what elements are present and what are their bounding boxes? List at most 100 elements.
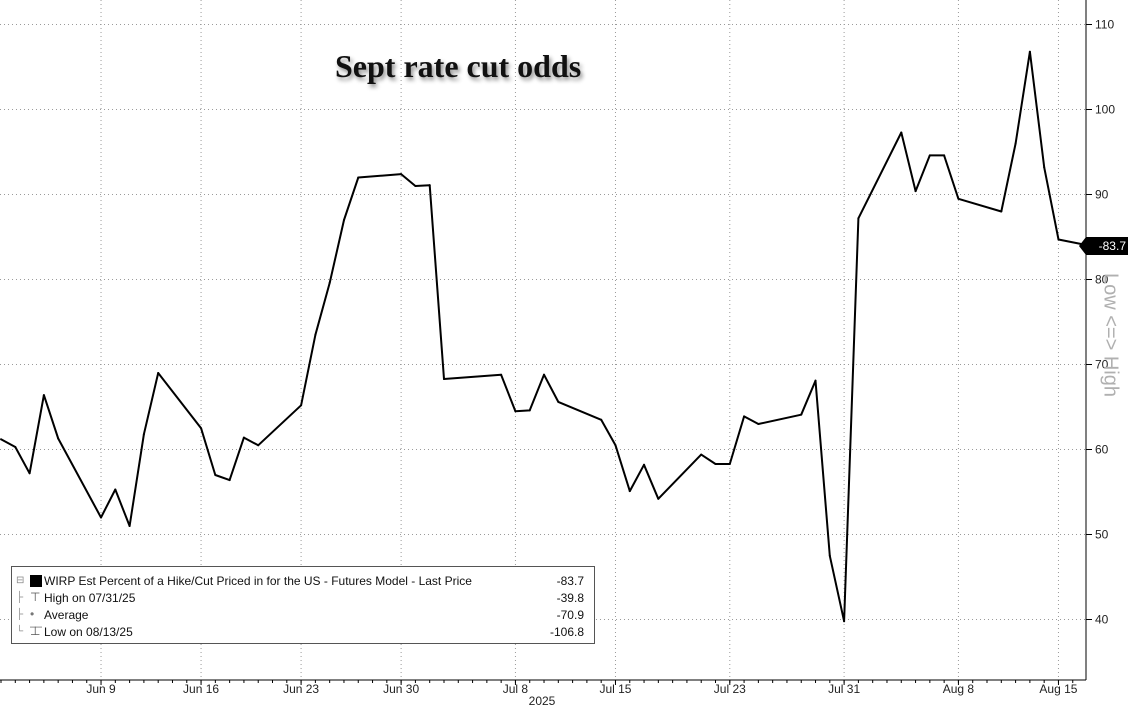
high-marker-icon: ⊤ [30,590,41,604]
x-tick-label: Jul 23 [714,682,746,696]
data-point [28,472,31,475]
legend-row-average: ├ •— Average -70.9 [12,607,594,633]
data-point [414,185,417,187]
tree-end-icon: └ [16,626,24,637]
data-point [557,400,560,403]
data-point [957,197,960,200]
legend-row-high: ├ ⊤ High on 07/31/25 -39.8 [12,591,594,607]
data-point [114,488,117,491]
data-point [57,437,60,440]
legend-low-value: -106.8 [549,625,584,639]
data-point [514,410,517,413]
x-tick-label: Jul 8 [503,682,529,696]
low-marker-icon: ⊥ [30,624,41,638]
x-tick-label: Jul 31 [828,682,860,696]
series-swatch-icon [30,575,42,587]
data-point [543,373,546,376]
data-point [228,479,231,482]
data-point [428,184,431,187]
data-point [614,444,617,447]
data-point [843,620,846,623]
data-point [214,474,217,476]
data-point [914,190,917,193]
data-point [528,409,531,412]
data-point [442,377,445,380]
y-tick-label: 40 [1095,613,1109,627]
data-point [42,394,45,397]
data-point [657,497,660,500]
data-point [100,516,103,519]
x-tick-label: Jul 15 [599,682,631,696]
data-point [600,418,603,421]
data-point [400,173,403,176]
last-value-tag: -83.7 [1079,237,1128,255]
x-axis-ticks: Jun 9 Jun 16 Jun 23 Jun 30 Jul 8 Jul 15 Jul 23… [0,680,1078,696]
legend-series-label: WIRP Est Percent of a Hike/Cut Priced in… [44,574,472,588]
average-marker-icon: •— [30,607,42,633]
y-tick-label: 80 [1095,273,1109,287]
data-point [14,445,17,448]
data-point [643,463,646,466]
chart-title: Sept rate cut odds [335,48,582,84]
data-point [300,404,303,407]
legend-series-value: -83.7 [556,574,584,588]
data-point [257,444,260,447]
y-tick-label: 90 [1095,188,1109,202]
x-tick-label: Aug 8 [943,682,975,696]
x-axis-year-label: 2025 [528,694,556,708]
x-tick-label: Aug 15 [1039,682,1077,696]
data-point [700,453,703,456]
legend-box: ⊟ WIRP Est Percent of a Hike/Cut Priced … [11,566,595,644]
y-axis-ticks: 40 50 60 70 80 90 100 110 [1086,18,1115,627]
data-point [314,333,317,336]
x-tick-label: Jun 9 [86,682,116,696]
data-point [1043,166,1046,169]
legend-high-label: High on 07/31/25 [44,591,136,605]
data-point [800,413,803,416]
data-point [157,372,160,374]
data-point [728,462,731,465]
y-tick-label: 70 [1095,358,1109,372]
data-point [857,217,860,220]
data-point [1028,50,1031,53]
data-point [0,438,2,441]
series-group [0,50,1103,623]
data-point [242,436,245,439]
data-point [714,462,717,465]
data-point [928,154,931,157]
x-tick-label: Jun 23 [283,682,319,696]
legend-row-low: └ ⊥ Low on 08/13/25 -106.8 [12,625,594,641]
x-tick-label: Jun 30 [383,682,419,696]
data-point [342,219,345,221]
data-point [757,423,760,425]
data-point [142,433,145,436]
x-gridlines [100,0,1059,680]
data-point [1057,238,1060,241]
y-tick-label: 110 [1095,18,1114,32]
data-point [900,131,903,134]
y-gridlines [0,24,1086,620]
tree-branch-icon: ├ [16,592,24,603]
legend-average-value: -70.9 [556,608,584,622]
data-point [200,427,203,430]
data-point [500,373,503,376]
data-point [128,525,131,527]
data-point [1000,210,1003,213]
legend-average-label: Average [44,608,89,622]
legend-high-value: -39.8 [556,591,584,605]
y-tick-label: 50 [1095,528,1109,542]
y-tick-label: 60 [1095,443,1109,457]
data-point [814,379,817,382]
data-point [357,176,360,179]
legend-row-series: ⊟ WIRP Est Percent of a Hike/Cut Priced … [12,574,594,590]
tree-branch-icon: ├ [16,609,24,620]
data-point [943,154,946,157]
collapse-icon[interactable]: ⊟ [16,575,25,586]
data-point [743,415,746,418]
data-point [1014,142,1017,145]
legend-low-label: Low on 08/13/25 [44,625,133,639]
range-label: Low <=> High [1099,273,1122,397]
data-point [328,281,331,284]
series-line [0,50,1102,623]
